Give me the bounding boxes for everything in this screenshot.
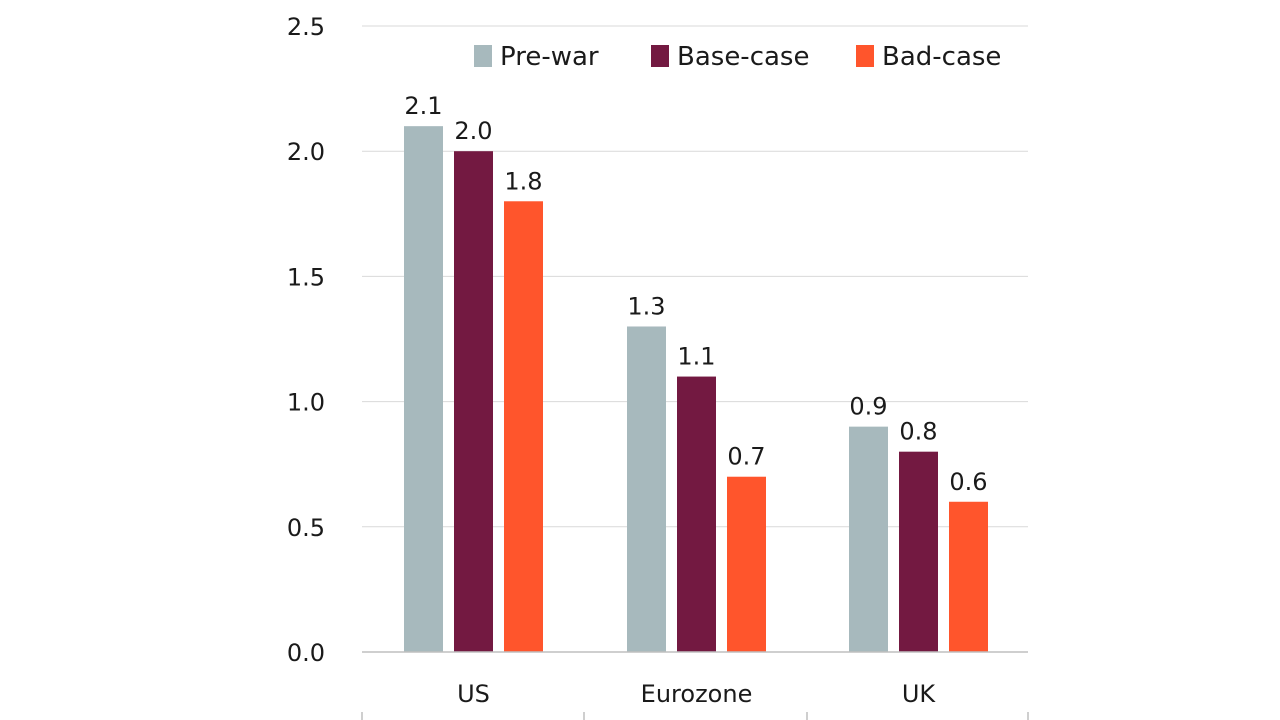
category-label-uk: UK [902,680,937,708]
legend: Pre-war Base-case Bad-case [474,42,1001,72]
data-label: 0.8 [899,418,937,446]
data-label: 1.1 [677,343,715,371]
bar-pre-war-us [404,126,443,652]
bar-pre-war-eurozone [627,326,666,652]
y-tick-label: 2.5 [287,13,325,41]
bar-bad-case-eurozone [727,476,766,652]
y-tick-label: 1.5 [287,263,325,291]
bar-bad-case-uk [949,501,988,652]
data-label: 1.8 [504,167,542,195]
y-tick-label: 0.5 [287,514,325,542]
legend-swatch-base-case [651,45,669,67]
legend-label-base-case: Base-case [677,42,809,72]
category-labels: US Eurozone UK [457,680,936,708]
y-axis-tick-labels: 0.0 0.5 1.0 1.5 2.0 2.5 [287,13,325,667]
data-label: 2.1 [404,92,442,120]
data-label: 1.3 [627,292,665,320]
bar-pre-war-uk [849,426,888,652]
data-label: 0.7 [727,443,765,471]
data-label: 0.9 [849,393,887,421]
legend-label-bad-case: Bad-case [882,42,1001,72]
y-tick-label: 2.0 [287,138,325,166]
y-tick-label: 0.0 [287,639,325,667]
bar-base-case-eurozone [677,376,716,652]
bar-base-case-us [454,151,493,652]
category-label-eurozone: Eurozone [641,680,753,708]
data-label: 0.6 [949,468,987,496]
legend-swatch-pre-war [474,45,492,67]
data-labels: 2.1 2.0 1.8 1.3 1.1 0.7 0.9 0.8 0.6 [404,92,987,496]
bar-base-case-uk [899,451,938,652]
bar-bad-case-us [504,201,543,652]
bars [404,126,988,652]
legend-swatch-bad-case [856,45,874,67]
x-axis-ticks [361,712,1029,720]
legend-label-pre-war: Pre-war [500,42,599,72]
y-tick-label: 1.0 [287,389,325,417]
category-label-us: US [457,680,490,708]
data-label: 2.0 [454,117,492,145]
